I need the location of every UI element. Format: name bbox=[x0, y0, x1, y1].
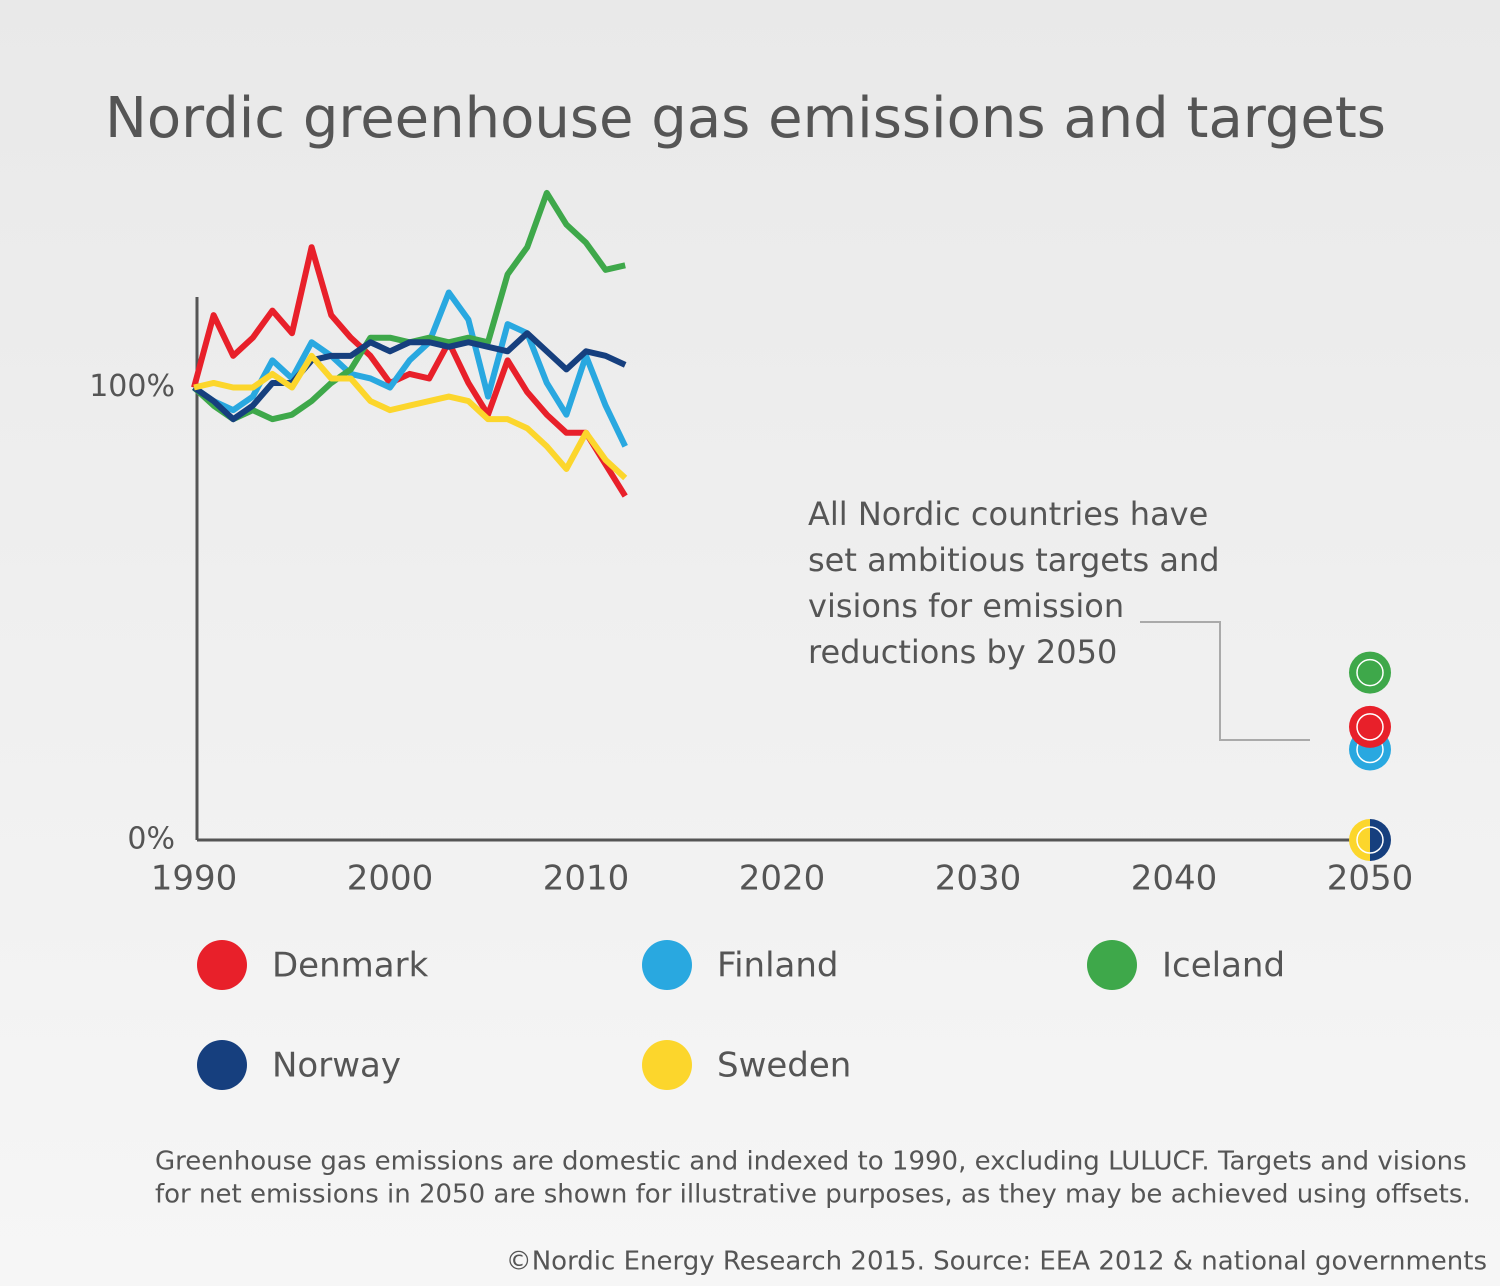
series-line bbox=[192, 330, 627, 423]
annotation-line: All Nordic countries have bbox=[808, 495, 1208, 533]
legend-label: Finland bbox=[717, 946, 839, 986]
target-marker bbox=[1349, 651, 1391, 694]
target-dot bbox=[1349, 705, 1391, 748]
annotation-line: reductions by 2050 bbox=[808, 633, 1117, 671]
footnote-line: Greenhouse gas emissions are domestic an… bbox=[155, 1147, 1467, 1177]
source: ©Nordic Energy Research 2015. Source: EE… bbox=[506, 1247, 1487, 1277]
x-tick-label: 1990 bbox=[151, 859, 238, 899]
target-dot bbox=[1370, 819, 1391, 861]
footnote-line: for net emissions in 2050 are shown for … bbox=[155, 1180, 1471, 1210]
legend-label: Sweden bbox=[717, 1046, 851, 1086]
x-tick-label: 2000 bbox=[347, 859, 434, 899]
target-ring bbox=[1356, 658, 1384, 687]
x-tick-label: 2010 bbox=[543, 859, 630, 899]
target-ring bbox=[1356, 826, 1370, 854]
leader-line bbox=[1140, 621, 1310, 741]
annotation: All Nordic countries have set ambitious t… bbox=[808, 495, 1220, 671]
legend-swatch bbox=[1087, 940, 1137, 990]
footnote: Greenhouse gas emissions are domestic an… bbox=[155, 1147, 1471, 1210]
legend-label: Denmark bbox=[272, 946, 429, 986]
x-tick-label: 2020 bbox=[739, 859, 826, 899]
series-line bbox=[191, 244, 628, 498]
target-dot bbox=[1349, 819, 1370, 861]
target-marker bbox=[1349, 819, 1370, 861]
legend-swatch bbox=[642, 940, 692, 990]
annotation-line: visions for emission bbox=[808, 587, 1124, 625]
legend-swatch bbox=[642, 1040, 692, 1090]
target-marker bbox=[1370, 819, 1391, 861]
annotation-line: set ambitious targets and bbox=[808, 541, 1220, 579]
series-line bbox=[193, 352, 628, 481]
legend-label: Iceland bbox=[1162, 946, 1285, 986]
target-marker bbox=[1349, 705, 1391, 748]
target-dot bbox=[1349, 651, 1391, 694]
chart-title: Nordic greenhouse gas emissions and targ… bbox=[105, 86, 1386, 151]
legend-swatch bbox=[197, 940, 247, 990]
x-tick-label: 2030 bbox=[935, 859, 1022, 899]
legend-swatch bbox=[197, 1040, 247, 1090]
x-tick-label: 2050 bbox=[1327, 859, 1414, 899]
target-ring bbox=[1356, 713, 1384, 741]
x-tick-label: 2040 bbox=[1131, 859, 1218, 899]
legend-label: Norway bbox=[272, 1046, 401, 1086]
series-line bbox=[192, 289, 628, 448]
target-ring bbox=[1370, 826, 1384, 854]
y-tick-label: 100% bbox=[89, 369, 175, 404]
y-tick-label: 0% bbox=[127, 822, 175, 857]
